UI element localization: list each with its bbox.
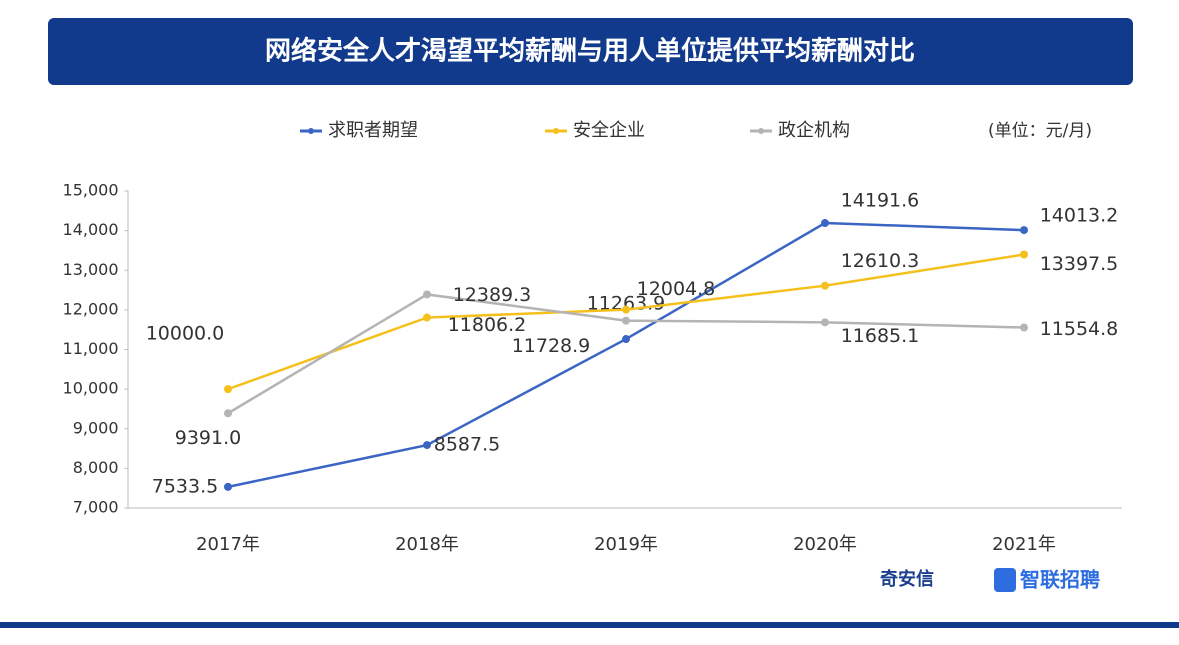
chart-title: 网络安全人才渴望平均薪酬与用人单位提供平均薪酬对比 <box>265 36 915 67</box>
x-tick-label: 2021年 <box>992 534 1056 555</box>
y-tick-label: 7,000 <box>73 498 119 517</box>
data-label: 11806.2 <box>448 314 527 336</box>
data-label: 10000.0 <box>146 323 225 345</box>
legend-label: 安全企业 <box>573 120 645 141</box>
x-tick-label: 2018年 <box>395 534 459 555</box>
data-point <box>1020 250 1028 259</box>
data-label: 11554.8 <box>1040 318 1119 340</box>
data-point <box>821 318 829 327</box>
logo: 智联招聘 <box>1020 568 1100 592</box>
title-bar <box>48 18 1133 85</box>
y-tick-label: 10,000 <box>63 379 119 398</box>
legend-marker <box>553 128 559 134</box>
y-tick-label: 14,000 <box>63 220 119 239</box>
y-tick-label: 11,000 <box>63 339 119 358</box>
data-label: 11728.9 <box>512 335 591 357</box>
data-point <box>423 441 431 450</box>
data-point <box>1020 323 1028 332</box>
data-point <box>622 316 630 325</box>
data-label: 11685.1 <box>841 325 920 347</box>
data-label: 14191.6 <box>841 190 920 212</box>
data-point <box>821 219 829 228</box>
legend-marker <box>308 128 314 134</box>
data-label: 7533.5 <box>152 475 218 497</box>
data-point <box>821 281 829 290</box>
data-point <box>224 385 232 394</box>
y-tick-label: 13,000 <box>63 260 119 279</box>
data-point <box>622 335 630 344</box>
y-tick-label: 9,000 <box>73 418 119 437</box>
data-point <box>1020 226 1028 235</box>
logo: 奇安信 <box>880 568 934 590</box>
data-point <box>423 313 431 322</box>
data-point <box>224 482 232 491</box>
data-point <box>423 290 431 299</box>
legend-marker <box>758 128 764 134</box>
y-tick-label: 12,000 <box>63 299 119 318</box>
unit-note: (单位：元/月) <box>988 121 1092 141</box>
x-tick-label: 2019年 <box>594 534 658 555</box>
data-label: 14013.2 <box>1040 205 1119 227</box>
data-label: 12610.3 <box>841 250 920 272</box>
logo-icon <box>994 568 1016 592</box>
x-tick-label: 2017年 <box>196 534 260 555</box>
x-tick-label: 2020年 <box>793 534 857 555</box>
data-point <box>224 409 232 418</box>
legend-label: 求职者期望 <box>328 120 418 141</box>
legend-label: 政企机构 <box>778 120 850 141</box>
footer-bar <box>0 622 1179 628</box>
data-label: 8587.5 <box>434 434 500 456</box>
data-label: 11263.9 <box>587 293 666 315</box>
data-label: 13397.5 <box>1040 253 1119 275</box>
data-point <box>622 305 630 314</box>
data-label: 9391.0 <box>175 427 241 449</box>
data-label: 12389.3 <box>453 284 532 306</box>
y-tick-label: 8,000 <box>73 458 119 477</box>
data-label: 12004.8 <box>637 278 716 300</box>
y-tick-label: 15,000 <box>63 181 119 200</box>
